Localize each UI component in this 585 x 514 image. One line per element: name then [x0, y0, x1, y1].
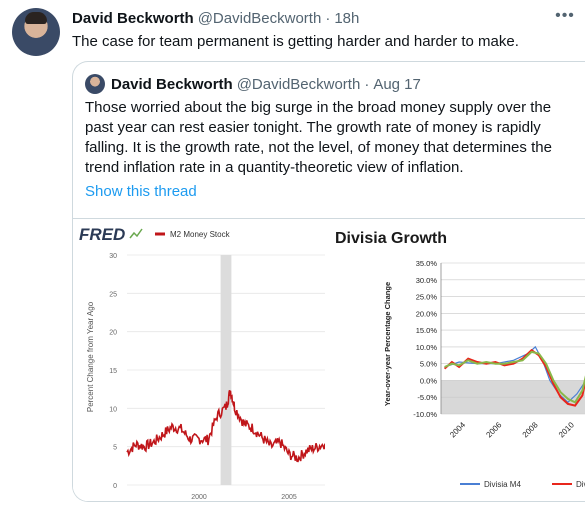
divisia-title: Divisia Growth — [335, 230, 447, 247]
divisia-y-tick-label: 15.0% — [416, 326, 438, 335]
legend-label-divi: Divi — [576, 480, 585, 489]
image-divider — [325, 219, 327, 501]
fred-y-axis-label: Percent Change from Year Ago — [86, 301, 95, 412]
divisia-x-tick-label: 2008 — [521, 420, 540, 439]
series-m2-money-stock — [126, 389, 326, 463]
fred-logo-graph-icon — [129, 228, 143, 239]
divisia-y-tick-label: -5.0% — [417, 393, 437, 402]
quoted-tweet-card[interactable]: David Beckworth @DavidBeckworth · Aug 17… — [72, 61, 585, 502]
divisia-y-tick-label: 20.0% — [416, 309, 438, 318]
separator-dot: · — [325, 9, 331, 27]
divisia-x-tick-label: 2010 — [557, 420, 576, 439]
divisia-y-tick-label: 25.0% — [416, 293, 438, 302]
quoted-tweet-date: Aug 17 — [373, 75, 421, 93]
divisia-y-tick-label: -10.0% — [413, 410, 437, 419]
divisia-y-tick-label: 35.0% — [416, 259, 438, 268]
series-divisia-green — [444, 350, 585, 404]
quoted-separator-dot: · — [364, 75, 370, 93]
fred-y-tick-label: 5 — [113, 445, 117, 452]
fred-logo: FRED — [79, 225, 125, 244]
divisia-y-axis-label: Year-over-year Percentage Change — [383, 282, 392, 406]
quoted-author-avatar — [85, 74, 105, 94]
fred-x-tick-label: 2000 — [191, 494, 207, 501]
author-avatar[interactable] — [12, 8, 60, 56]
fred-plot-bg — [73, 247, 325, 501]
fred-legend-label: M2 Money Stock — [170, 230, 231, 239]
divisia-x-tick-label: 2004 — [448, 420, 467, 439]
divisia-x-tick-label: 2006 — [484, 420, 503, 439]
quoted-author-handle: @DavidBeckworth — [236, 75, 361, 93]
quoted-tweet-header: David Beckworth @DavidBeckworth · Aug 17 — [85, 74, 421, 94]
tweet-header: David Beckworth @DavidBeckworth · 18h — [72, 8, 359, 28]
fred-y-tick-label: 0 — [113, 483, 117, 490]
fred-y-tick-label: 25 — [109, 291, 117, 298]
legend-label-divisia-m4: Divisia M4 — [484, 480, 521, 489]
series-divisia-red — [443, 348, 585, 407]
tweet-images: FRED M2 Money Stock Percent Change from … — [73, 218, 585, 501]
fred-chart-image[interactable]: FRED M2 Money Stock Percent Change from … — [73, 219, 326, 501]
fred-recession-band — [220, 255, 232, 485]
divisia-y-tick-label: 5.0% — [420, 360, 437, 369]
tweet-text: The case for team permanent is getting h… — [72, 33, 519, 50]
fred-y-tick-label: 20 — [109, 330, 117, 337]
quoted-tweet-text: Those worried about the big surge in the… — [85, 99, 552, 176]
tweet-timestamp[interactable]: 18h — [334, 9, 360, 27]
fred-y-tick-label: 15 — [109, 368, 117, 375]
fred-y-tick-label: 10 — [109, 406, 117, 413]
divisia-chart: Divisia Growth Year-over-year Percentage… — [335, 230, 585, 489]
divisia-y-tick-label: 0.0% — [420, 376, 437, 385]
fred-chart: FRED M2 Money Stock Percent Change from … — [73, 225, 326, 501]
author-name[interactable]: David Beckworth — [72, 9, 194, 27]
divisia-y-tick-label: 10.0% — [416, 343, 438, 352]
divisia-y-tick-label: 30.0% — [416, 276, 438, 285]
more-options-icon[interactable]: ••• — [555, 7, 575, 24]
fred-x-tick-label: 2005 — [281, 494, 297, 501]
fred-y-tick-label: 30 — [109, 253, 117, 260]
quoted-author-name: David Beckworth — [111, 75, 233, 93]
author-handle[interactable]: @DavidBeckworth — [197, 9, 322, 27]
show-thread-link[interactable]: Show this thread — [85, 183, 197, 200]
divisia-chart-image[interactable]: Divisia Growth Year-over-year Percentage… — [327, 219, 585, 501]
